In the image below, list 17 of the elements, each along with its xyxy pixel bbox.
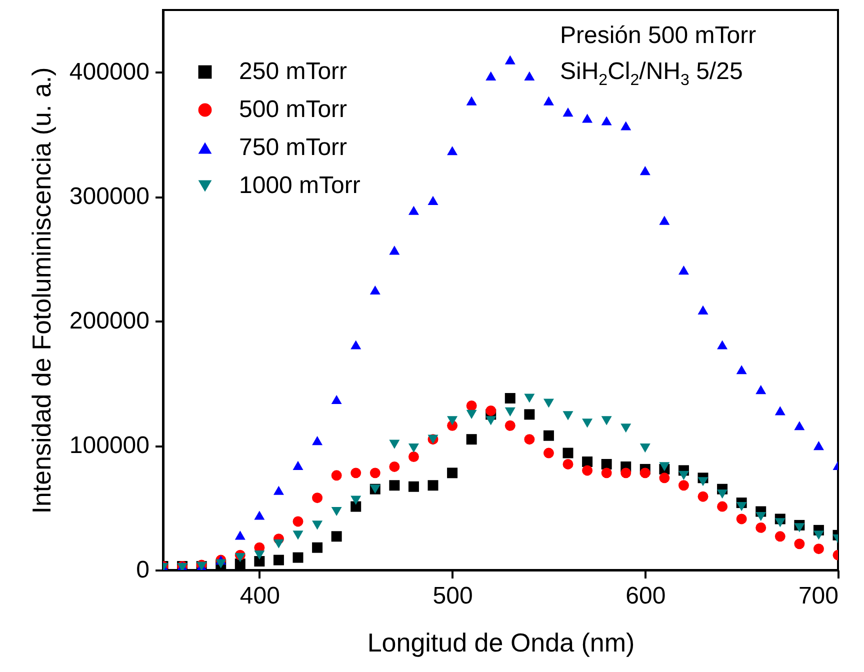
legend-label: 1000 mTorr [239,172,360,199]
y-axis-title: Intensidad de Fotoluminiscencia (u. a.) [26,67,56,514]
annotation: SiH$_{2}$Cl$_{2}$/NH$_{3}$ 5/25 [560,57,744,91]
legend-label: 500 mTorr [239,96,348,123]
x-tick-label: 400 [240,582,280,610]
y-tick-label: 400000 [69,58,150,86]
x-tick-label: 700 [798,582,838,610]
x-tick-label: 600 [626,582,666,610]
legend-label: 250 mTorr [239,58,348,85]
y-tick-label: 0 [136,556,150,584]
x-axis-title: Longitud de Onda (nm) [367,628,635,658]
y-tick-label: 300000 [69,183,150,210]
annotation: Presión 500 mTorr [560,21,756,51]
y-tick-label: 200000 [69,308,150,335]
legend-label: 750 mTorr [239,134,348,161]
y-tick-label: 100000 [69,432,150,460]
x-tick-label: 500 [432,582,473,610]
